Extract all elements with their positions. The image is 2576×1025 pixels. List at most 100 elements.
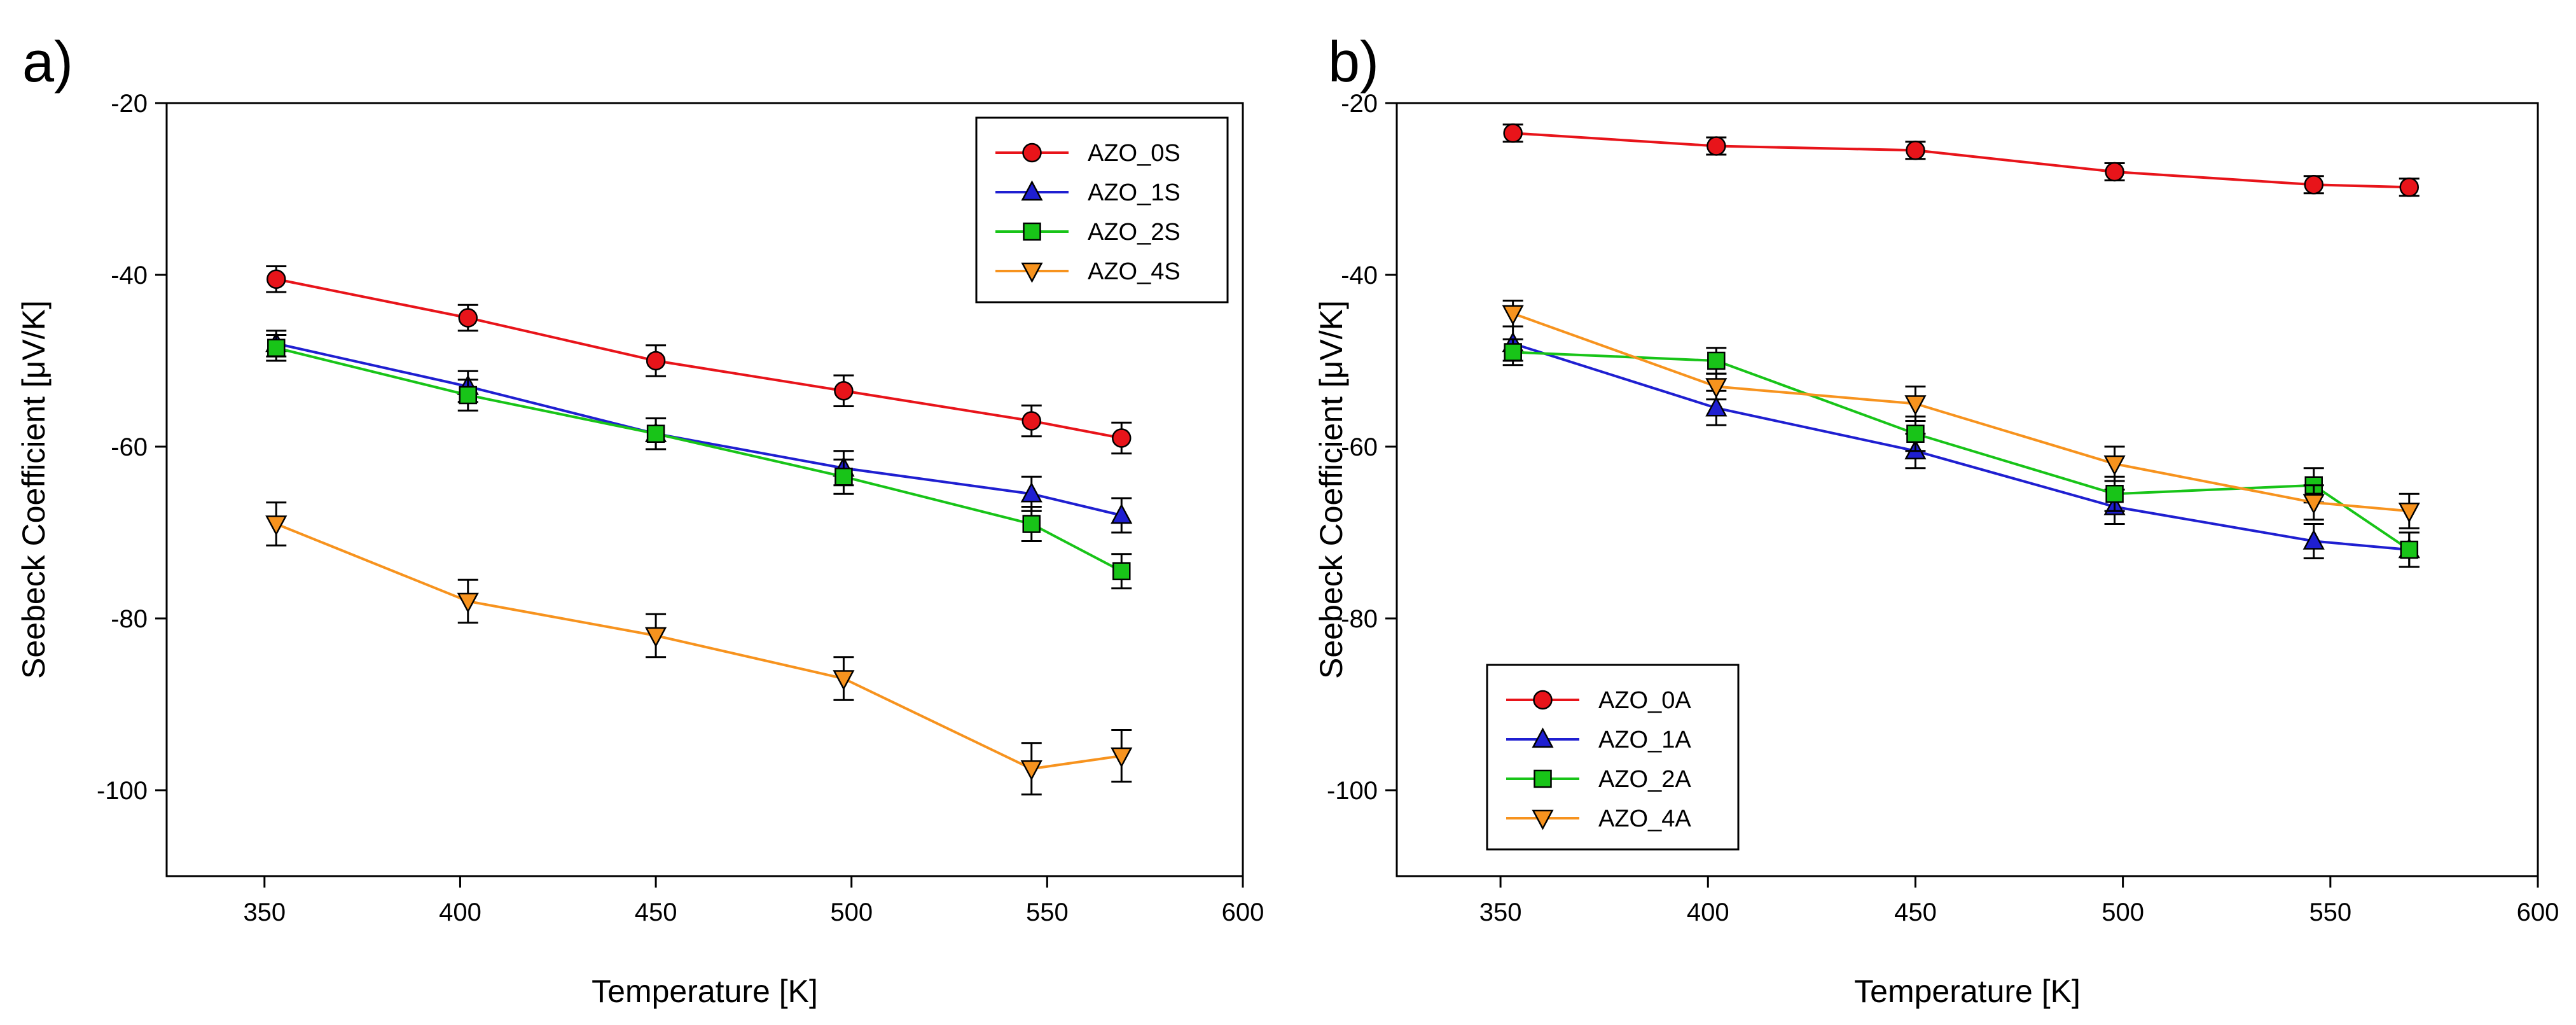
data-point xyxy=(833,670,855,691)
data-point xyxy=(834,381,854,401)
data-point xyxy=(267,338,286,357)
x-tick-label: 500 xyxy=(2102,898,2144,926)
legend-label: AZO_1S xyxy=(1088,179,1181,206)
y-tick-label: -40 xyxy=(111,261,148,289)
series-AZO_2S xyxy=(266,334,1132,590)
data-point xyxy=(1705,396,1728,417)
x-tick-label: 550 xyxy=(1026,898,1069,926)
data-point xyxy=(2105,162,2124,182)
legend-label: AZO_2S xyxy=(1088,219,1181,246)
x-tick-label: 550 xyxy=(2309,898,2351,926)
data-point xyxy=(1705,378,1728,399)
data-point xyxy=(2399,178,2420,197)
data-point xyxy=(646,351,666,371)
data-point xyxy=(1503,123,1523,143)
data-point xyxy=(1021,411,1042,431)
legend-marker xyxy=(1532,727,1554,748)
data-point xyxy=(645,627,667,648)
series-line xyxy=(275,277,1122,440)
x-tick-label: 600 xyxy=(2517,898,2559,926)
x-axis-label: Temperature [K] xyxy=(1854,973,2081,1009)
data-point xyxy=(1707,136,1726,156)
data-point xyxy=(1904,395,1927,416)
data-point xyxy=(459,386,478,405)
data-point xyxy=(2103,455,2126,476)
y-axis-label: Seebeck Coefficient [μV/K] xyxy=(16,300,52,679)
legend-marker xyxy=(1021,180,1043,201)
legend-marker xyxy=(1022,143,1042,163)
data-point xyxy=(1504,343,1522,361)
data-point xyxy=(267,269,286,289)
y-tick-label: -20 xyxy=(1341,90,1378,118)
series-line xyxy=(1512,312,2409,513)
data-point xyxy=(1020,482,1042,503)
data-point xyxy=(646,424,665,443)
legend-marker xyxy=(1021,262,1043,283)
series-AZO_0S xyxy=(266,265,1132,455)
plot-frame xyxy=(1395,102,2539,877)
series-AZO_2A xyxy=(1502,338,2420,568)
legend-label: AZO_0S xyxy=(1088,140,1181,167)
data-point xyxy=(1112,428,1132,448)
series-line xyxy=(275,342,1122,517)
y-tick-label: -100 xyxy=(1327,777,1378,805)
legend: AZO_0A AZO_1A AZO_2A AZO_4A xyxy=(1486,664,1740,851)
y-tick-label: -100 xyxy=(97,777,148,805)
x-tick-label: 400 xyxy=(439,898,481,926)
data-point xyxy=(834,468,853,486)
y-tick-label: -20 xyxy=(111,90,148,118)
legend-marker xyxy=(1534,769,1552,788)
y-axis-label: Seebeck Coefficient [μV/K] xyxy=(1313,300,1349,679)
data-point xyxy=(2105,485,2124,503)
data-point xyxy=(1111,747,1133,768)
legend-marker xyxy=(1533,690,1553,710)
x-tick-label: 500 xyxy=(830,898,873,926)
legend-marker xyxy=(1023,222,1041,241)
legend-label: AZO_4A xyxy=(1598,805,1691,832)
plot-frame xyxy=(165,102,1244,877)
legend-label: AZO_1A xyxy=(1598,727,1691,753)
panel-label: a) xyxy=(22,31,73,94)
data-point xyxy=(2398,503,2420,523)
series-AZO_1S xyxy=(265,330,1133,534)
data-point xyxy=(457,592,479,613)
series-line xyxy=(275,522,1122,770)
data-point xyxy=(2400,540,2419,559)
x-tick-label: 450 xyxy=(1894,898,1937,926)
legend-label: AZO_2A xyxy=(1598,766,1691,793)
panel-label: b) xyxy=(1328,31,1379,94)
legend: AZO_0S AZO_1S AZO_2S AZO_4S xyxy=(975,116,1229,303)
series-line xyxy=(275,346,1123,573)
y-tick-label: -60 xyxy=(111,433,148,461)
series-AZO_4S xyxy=(265,501,1133,796)
series-line xyxy=(1513,351,2410,551)
x-tick-label: 350 xyxy=(243,898,286,926)
y-tick-label: -40 xyxy=(1341,261,1378,289)
legend-marker xyxy=(1532,809,1554,830)
series-AZO_0A xyxy=(1502,123,2420,197)
data-point xyxy=(1906,141,1925,160)
data-point xyxy=(1111,503,1133,524)
y-tick-label: -60 xyxy=(1341,433,1378,461)
x-tick-label: 600 xyxy=(1222,898,1264,926)
data-point xyxy=(1020,760,1042,781)
legend-label: AZO_4S xyxy=(1088,258,1181,285)
data-point xyxy=(458,308,478,328)
data-point xyxy=(2302,494,2325,515)
panel-b: b) 350 400 450 500 550 600 -20 -40 -60 -80 -100 Temp… xyxy=(1313,31,2559,1009)
legend-label: AZO_0A xyxy=(1598,687,1691,714)
data-point xyxy=(1707,351,1726,370)
data-point xyxy=(1502,305,1524,326)
data-point xyxy=(1022,515,1041,533)
series-line xyxy=(1513,342,2409,551)
series-AZO_4A xyxy=(1502,300,2420,529)
data-point xyxy=(2302,529,2325,550)
data-point xyxy=(1112,562,1131,580)
x-tick-label: 400 xyxy=(1687,898,1729,926)
y-tick-label: -80 xyxy=(1341,605,1378,633)
data-point xyxy=(2304,175,2323,195)
y-tick-label: -80 xyxy=(111,605,148,633)
series-line xyxy=(1513,132,2409,189)
x-tick-label: 450 xyxy=(635,898,677,926)
